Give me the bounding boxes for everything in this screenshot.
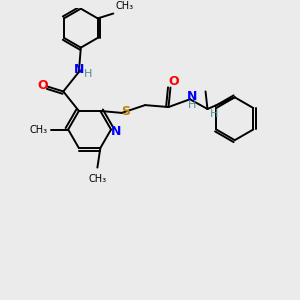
- Text: CH₃: CH₃: [115, 1, 134, 10]
- Text: H: H: [83, 69, 92, 79]
- Text: CH₃: CH₃: [88, 174, 106, 184]
- Text: O: O: [168, 75, 179, 88]
- Text: N: N: [111, 125, 121, 138]
- Text: H: H: [188, 100, 196, 110]
- Text: S: S: [121, 105, 130, 119]
- Text: N: N: [74, 63, 84, 76]
- Text: O: O: [38, 79, 48, 92]
- Text: N: N: [187, 90, 197, 103]
- Text: CH₃: CH₃: [30, 124, 48, 134]
- Text: H: H: [210, 109, 218, 119]
